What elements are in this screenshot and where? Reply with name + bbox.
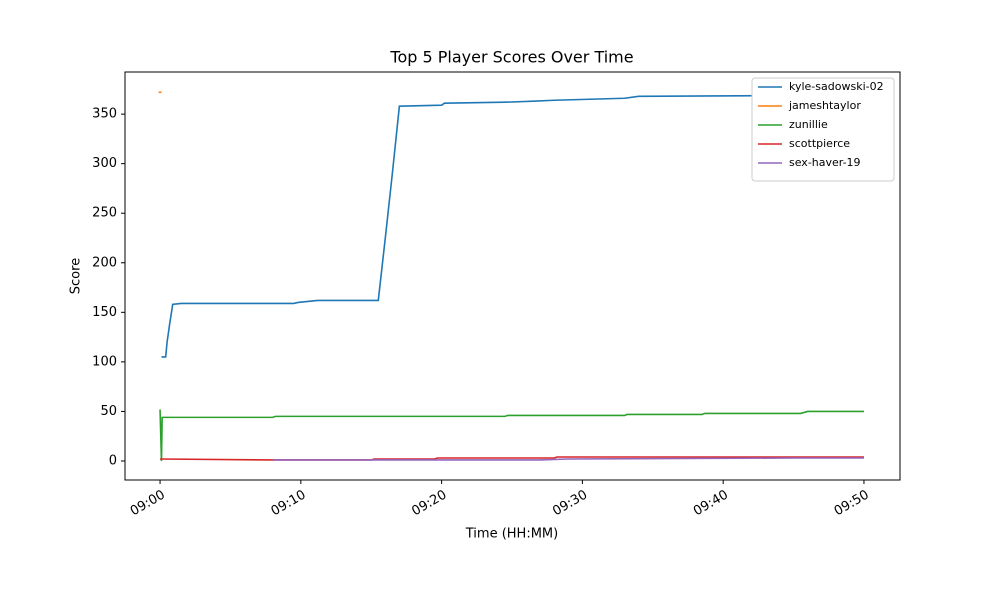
y-tick-label: 0	[109, 453, 117, 468]
y-axis-label: Score	[69, 258, 84, 294]
y-tick-label: 100	[92, 354, 117, 369]
y-tick-label: 50	[100, 404, 117, 419]
y-tick-label: 350	[92, 107, 117, 122]
y-tick-label: 150	[92, 305, 117, 320]
y-tick-label: 200	[92, 255, 117, 270]
plot-frame	[124, 71, 901, 481]
series-line	[272, 457, 864, 461]
series-line	[161, 94, 864, 358]
legend-box	[751, 77, 895, 182]
legend-label: zunillie	[789, 118, 828, 131]
y-tick-label: 250	[92, 206, 117, 221]
y-tick-label: 300	[92, 156, 117, 171]
x-axis-label: Time (HH:MM)	[465, 527, 558, 542]
legend-label: sex-haver-19	[789, 156, 861, 169]
chart-title: Top 5 Player Scores Over Time	[389, 48, 633, 67]
legend-label: kyle-sadowski-02	[789, 80, 884, 93]
legend-label: jameshtaylor	[788, 99, 861, 112]
legend: kyle-sadowski-02 jameshtaylor zunillie scot…	[751, 77, 895, 182]
legend-label: scottpierce	[789, 137, 850, 150]
series-line	[159, 409, 864, 461]
